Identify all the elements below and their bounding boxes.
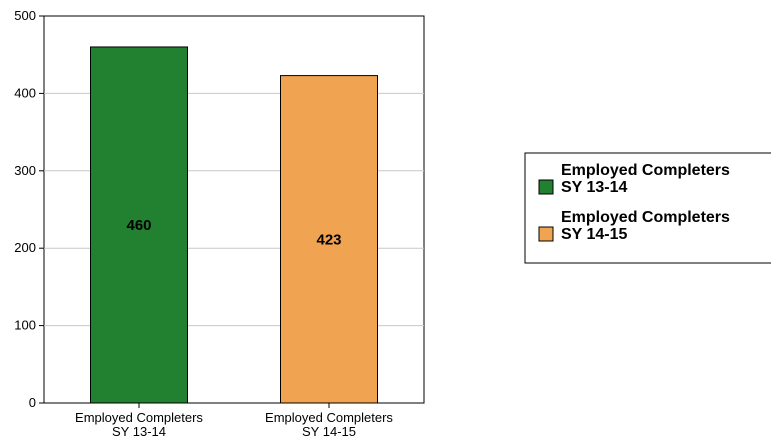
x-category-label: Employed Completers bbox=[265, 410, 393, 425]
legend-entry-label: Employed Completers bbox=[561, 209, 730, 226]
legend-box bbox=[524, 152, 771, 264]
y-tick-label: 0 bbox=[29, 395, 36, 410]
x-category-label: SY 14-15 bbox=[302, 424, 356, 439]
legend-swatch bbox=[538, 179, 554, 195]
y-tick-label: 200 bbox=[14, 240, 36, 255]
y-tick-label: 400 bbox=[14, 85, 36, 100]
y-tick-label: 500 bbox=[14, 8, 36, 23]
bar-data-label: 423 bbox=[316, 231, 341, 248]
x-category-label: SY 13-14 bbox=[112, 424, 166, 439]
bar-data-label: 460 bbox=[126, 217, 151, 234]
y-tick-label: 100 bbox=[14, 318, 36, 333]
legend-swatch bbox=[538, 226, 554, 242]
legend-entry-label: SY 13-14 bbox=[561, 179, 628, 196]
y-axis-ticks: 0 100 200 300 400 500 bbox=[14, 8, 44, 410]
legend-entry-label: Employed Completers bbox=[561, 162, 730, 179]
x-category-label: Employed Completers bbox=[75, 410, 203, 425]
y-tick-label: 300 bbox=[14, 163, 36, 178]
bar bbox=[280, 75, 378, 404]
legend-entry-label: SY 14-15 bbox=[561, 226, 628, 243]
